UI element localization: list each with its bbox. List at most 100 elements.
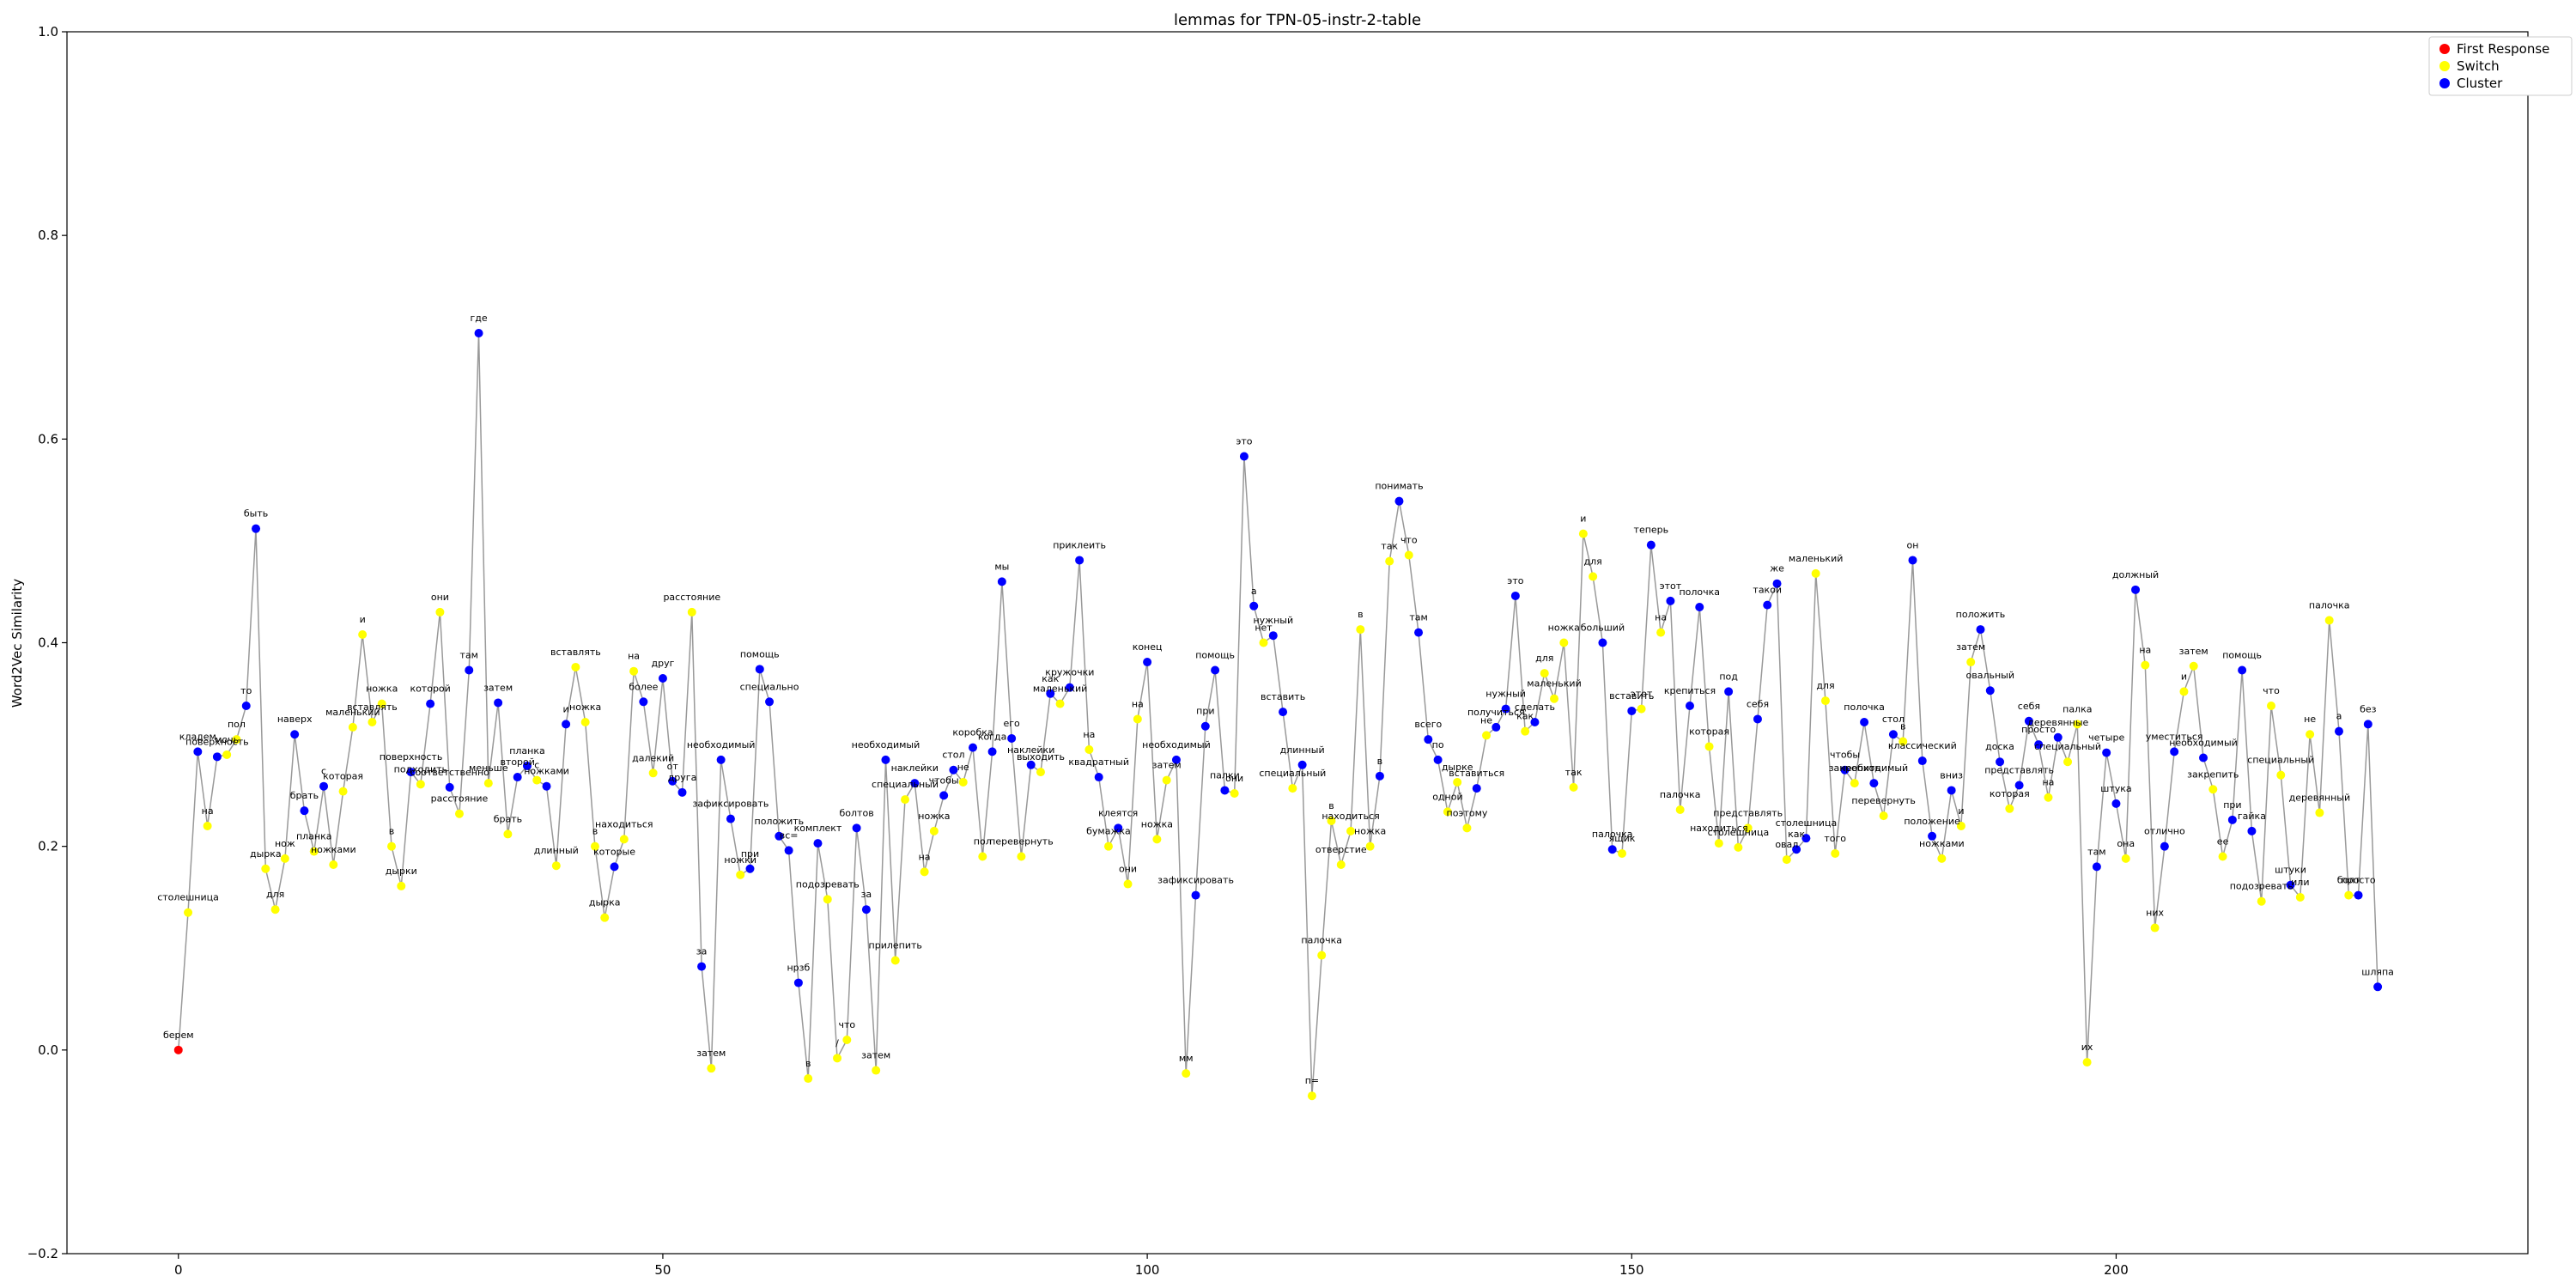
point-label: ножками: [311, 844, 356, 855]
data-point: [1026, 760, 1036, 769]
data-point: [1171, 755, 1181, 764]
point-label: себя: [2018, 701, 2040, 712]
data-point: [658, 674, 667, 683]
point-label: представлять: [1713, 807, 1783, 818]
data-point: [1966, 658, 1976, 667]
x-tick-label: 200: [2104, 1262, 2129, 1278]
data-point: [1801, 834, 1811, 843]
y-tick-label: 0.4: [38, 635, 58, 651]
point-label: от: [667, 761, 679, 772]
data-point: [2306, 730, 2315, 739]
data-point: [319, 781, 329, 791]
data-point: [2092, 862, 2101, 872]
point-label: затем: [2179, 646, 2208, 657]
point-label: вставлять: [550, 647, 601, 658]
point-label: поверхность: [185, 736, 249, 747]
data-point: [1734, 842, 1743, 852]
point-label: то: [240, 685, 252, 696]
point-label: нрзб: [787, 963, 810, 974]
point-label: длинный: [534, 845, 579, 856]
point-label: нож: [275, 838, 295, 849]
point-label: столешница: [1708, 827, 1770, 838]
data-point: [377, 699, 386, 708]
point-label: крепиться: [1664, 685, 1716, 696]
point-label: положить: [1956, 609, 2006, 620]
data-point: [1433, 755, 1443, 764]
point-label: болт: [2337, 875, 2361, 886]
point-label: пол: [974, 836, 992, 848]
data-point: [1831, 848, 1840, 858]
point-label: которая: [1990, 788, 2030, 799]
data-point: [212, 752, 222, 762]
point-label: расстояние: [663, 592, 720, 603]
data-point: [687, 607, 696, 617]
data-point: [503, 829, 513, 839]
data-point: [562, 720, 571, 729]
y-axis-title: Word2Vec Similarity: [9, 579, 25, 708]
point-label: гайка: [2238, 811, 2266, 822]
data-point: [1307, 1091, 1316, 1101]
data-point: [2286, 880, 2295, 890]
data-point: [2315, 808, 2324, 817]
data-point: [1220, 786, 1230, 795]
legend-label-switch: Switch: [2457, 58, 2500, 74]
data-point: [2344, 890, 2354, 900]
point-label: бумажка: [1086, 826, 1131, 837]
data-point: [2053, 732, 2063, 742]
point-label: /: [835, 1037, 839, 1048]
point-label: доска: [1985, 741, 2014, 752]
data-point: [677, 787, 687, 797]
point-label: специальный: [872, 779, 939, 790]
point-label: для: [1816, 680, 1834, 691]
point-label: овал: [1775, 839, 1798, 850]
data-point: [1482, 731, 1492, 740]
data-point: [2373, 982, 2383, 992]
point-label: друга: [668, 772, 697, 783]
data-point: [1356, 625, 1365, 635]
point-label: специальный: [1259, 768, 1326, 779]
data-point: [1327, 817, 1336, 826]
data-point: [1888, 730, 1898, 739]
data-point: [765, 697, 775, 707]
data-point: [1695, 602, 1704, 611]
data-point: [2141, 660, 2150, 670]
data-point: [958, 777, 968, 787]
data-point: [1559, 638, 1569, 647]
point-label: на: [628, 651, 640, 662]
data-point: [2218, 852, 2227, 861]
point-label: кладем: [179, 731, 216, 742]
data-point: [1753, 714, 1762, 724]
data-point: [1453, 777, 1462, 787]
data-point: [1627, 706, 1637, 715]
data-point: [2160, 841, 2169, 851]
point-label: вставлять: [347, 702, 398, 713]
data-point: [435, 607, 445, 617]
point-label: подходить: [394, 763, 447, 775]
data-point: [1869, 779, 1879, 788]
point-label: представлять: [1984, 765, 2054, 776]
point-label: выходить: [1017, 751, 1065, 762]
point-label: зафиксировать: [693, 799, 769, 810]
point-label: получиться: [1467, 707, 1525, 718]
x-tick-label: 150: [1619, 1262, 1644, 1278]
data-point: [1704, 742, 1714, 751]
point-label: вставить: [1609, 690, 1654, 702]
legend-box: [2428, 36, 2573, 96]
point-label: в: [1328, 800, 1334, 811]
point-label: необходимый: [687, 739, 756, 750]
point-label: наверх: [277, 714, 313, 725]
data-point: [1211, 665, 1220, 675]
data-point: [1065, 683, 1074, 692]
data-point: [494, 698, 503, 708]
data-point: [2005, 804, 2014, 813]
point-label: под: [1719, 671, 1738, 682]
data-point: [532, 775, 542, 785]
series-line: [178, 332, 2379, 1097]
point-label: четыре: [2088, 732, 2124, 744]
data-point: [397, 881, 406, 890]
point-label: и: [1958, 805, 1964, 817]
point-label: затем: [1152, 760, 1182, 771]
data-point: [2208, 785, 2218, 794]
point-label: которая: [323, 771, 363, 782]
point-label: ножками: [524, 766, 569, 777]
